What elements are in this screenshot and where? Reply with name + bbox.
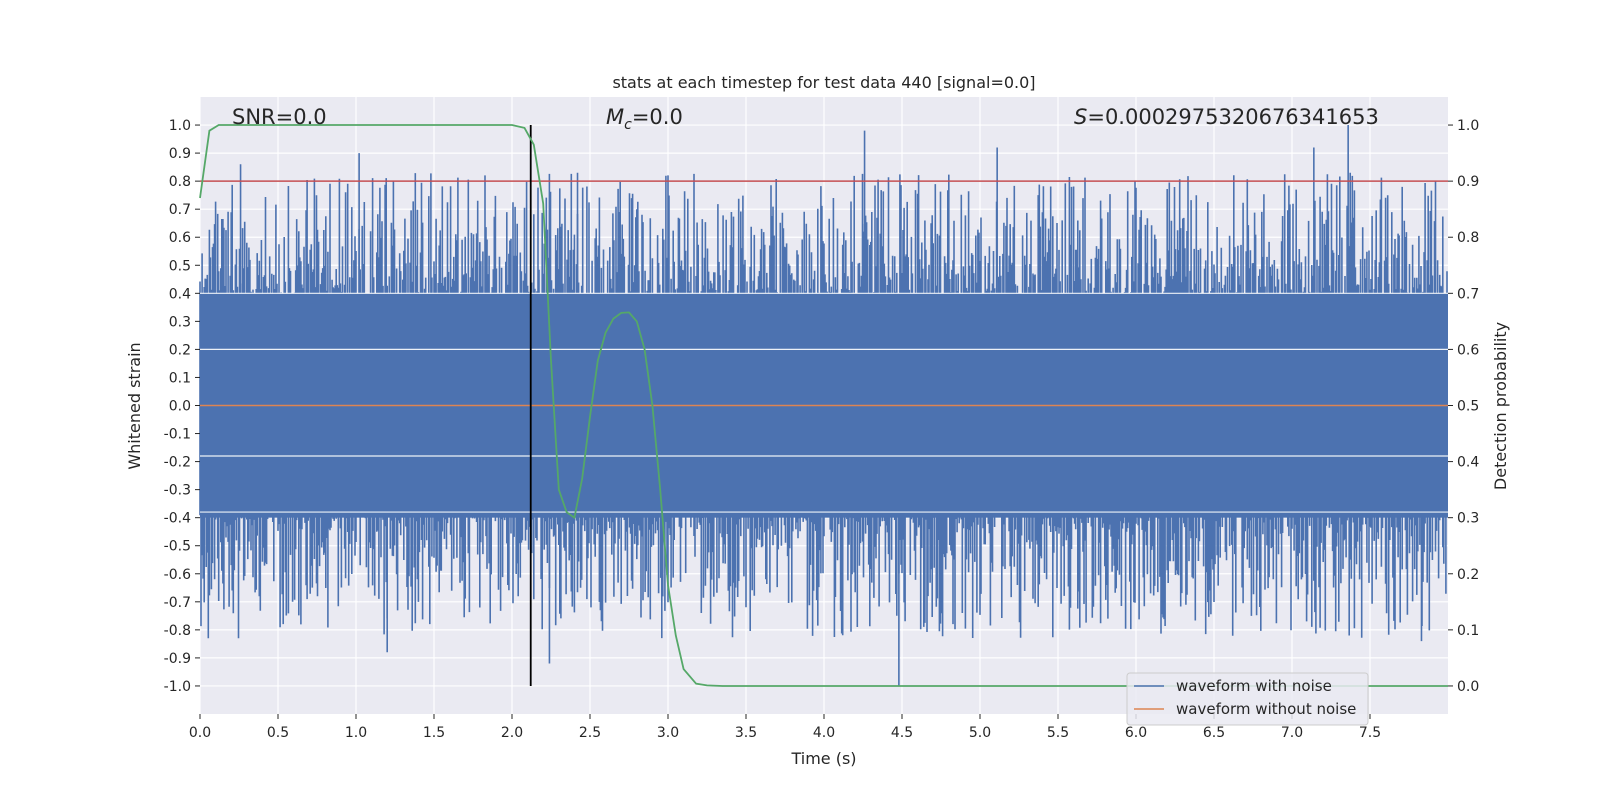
y-tick-label-left: 1.0 bbox=[169, 118, 191, 134]
y-tick-label-right: 0.7 bbox=[1457, 286, 1479, 302]
chirp-mass-symbol: M bbox=[606, 105, 624, 129]
x-tick-label: 1.5 bbox=[423, 725, 445, 741]
y-axis-label-right: Detection probability bbox=[1491, 322, 1510, 490]
chirp-mass-subscript: c bbox=[624, 117, 632, 133]
x-tick-label: 3.5 bbox=[735, 725, 757, 741]
x-tick-label: 2.5 bbox=[579, 725, 601, 741]
x-tick-label: 7.0 bbox=[1281, 725, 1303, 741]
y-tick-label-right: 0.2 bbox=[1457, 567, 1479, 583]
x-tick-label: 4.5 bbox=[891, 725, 913, 741]
y-tick-label-left: -0.9 bbox=[164, 651, 191, 667]
x-tick-label: 7.5 bbox=[1359, 725, 1381, 741]
s-statistic-annotation: S=0.0002975320676341653 bbox=[1074, 105, 1379, 129]
x-tick-label: 4.0 bbox=[813, 725, 835, 741]
y-tick-label-left: 0.6 bbox=[169, 230, 191, 246]
y-tick-label-left: 0.8 bbox=[169, 174, 191, 190]
y-axis-label-left: Whitened strain bbox=[125, 342, 144, 469]
y-tick-label-left: 0.3 bbox=[169, 314, 191, 330]
y-tick-label-left: -0.7 bbox=[164, 595, 191, 611]
y-tick-label-right: 0.1 bbox=[1457, 623, 1479, 639]
x-tick-label: 3.0 bbox=[657, 725, 679, 741]
y-tick-label-left: -1.0 bbox=[164, 679, 191, 695]
y-tick-label-right: 0.6 bbox=[1457, 342, 1479, 358]
x-tick-label: 6.0 bbox=[1125, 725, 1147, 741]
y-tick-label-left: 0.5 bbox=[169, 258, 191, 274]
legend-label-noise: waveform with noise bbox=[1176, 677, 1332, 695]
snr-value: =0.0 bbox=[276, 105, 327, 129]
chirp-mass-value: =0.0 bbox=[632, 105, 683, 129]
snr-label: SNR bbox=[232, 105, 276, 129]
y-tick-label-right: 0.5 bbox=[1457, 399, 1479, 415]
x-axis-label: Time (s) bbox=[790, 749, 856, 768]
y-tick-label-right: 1.0 bbox=[1457, 118, 1479, 134]
s-statistic-symbol: S bbox=[1074, 105, 1087, 129]
overlay-lines bbox=[199, 124, 1448, 687]
s-statistic-value: =0.0002975320676341653 bbox=[1087, 105, 1379, 129]
x-tick-label: 0.5 bbox=[267, 725, 289, 741]
y-tick-label-left: 0.7 bbox=[169, 202, 191, 218]
legend-box bbox=[1126, 672, 1369, 726]
snr-annotation: SNR=0.0 bbox=[232, 105, 327, 129]
x-tick-label: 6.5 bbox=[1203, 725, 1225, 741]
y-tick-label-left: -0.4 bbox=[164, 511, 191, 527]
y-tick-label-left: -0.5 bbox=[164, 539, 191, 555]
y-tick-label-right: 0.3 bbox=[1457, 511, 1479, 527]
y-tick-label-left: 0.2 bbox=[169, 342, 191, 358]
chirp-mass-annotation: Mc=0.0 bbox=[606, 105, 683, 133]
x-tick-label: 0.0 bbox=[189, 725, 211, 741]
legend: waveform with noise waveform without noi… bbox=[1126, 672, 1369, 726]
y-tick-label-left: 0.9 bbox=[169, 146, 191, 162]
y-tick-label-right: 0.9 bbox=[1457, 174, 1479, 190]
x-tick-label: 2.0 bbox=[501, 725, 523, 741]
legend-label-clean: waveform without noise bbox=[1176, 700, 1356, 718]
detection-probability-line bbox=[199, 124, 1448, 687]
y-tick-label-right: 0.0 bbox=[1457, 679, 1479, 695]
y-tick-label-left: 0.4 bbox=[169, 286, 191, 302]
y-tick-label-right: 0.4 bbox=[1457, 455, 1479, 471]
y-tick-label-left: 0.1 bbox=[169, 370, 191, 386]
y-tick-label-left: -0.3 bbox=[164, 483, 191, 499]
y-tick-label-left: -0.6 bbox=[164, 567, 191, 583]
y-tick-label-right: 0.8 bbox=[1457, 230, 1479, 246]
x-tick-label: 1.0 bbox=[345, 725, 367, 741]
x-tick-label: 5.5 bbox=[1047, 725, 1069, 741]
chart-title: stats at each timestep for test data 440… bbox=[612, 73, 1035, 92]
y-tick-label-left: 0.0 bbox=[169, 399, 191, 415]
x-tick-label: 5.0 bbox=[969, 725, 991, 741]
y-tick-label-left: -0.8 bbox=[164, 623, 191, 639]
y-tick-label-left: -0.1 bbox=[164, 427, 191, 443]
y-tick-label-left: -0.2 bbox=[164, 455, 191, 471]
tick-labels: 0.0 0.5 1.0 1.5 2.0 2.5 3.0 3.5 4.0 4.5 5.0 5.5 6.0 6… bbox=[164, 118, 1480, 741]
